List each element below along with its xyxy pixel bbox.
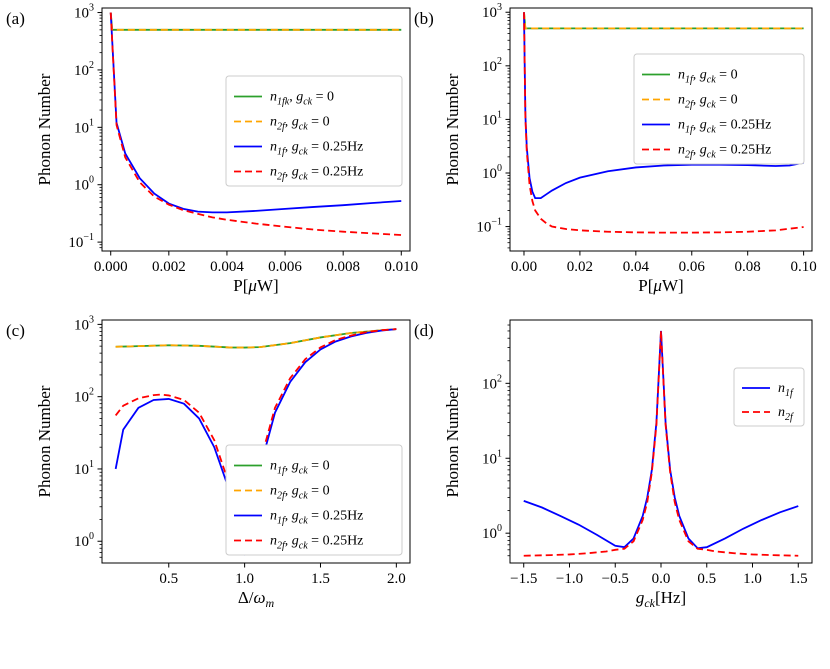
- x-tick-label: 0.006: [268, 259, 302, 275]
- legend-box: [225, 75, 403, 187]
- x-tick-label: 0.02: [567, 259, 593, 275]
- x-axis-label: P[μW]: [233, 276, 278, 295]
- chart-panel-1: 10−1 100 101 102 103 0.000 0.002 0.004 0.006 0.00…: [6, 3, 418, 295]
- legend-label: n2f, gck = 0.25Hz: [270, 534, 363, 552]
- legend-label: n1f, gck = 0.25Hz: [270, 140, 363, 158]
- legend-label: n2f, gck = 0: [678, 93, 738, 111]
- chart-panel-2: 10−1 100 101 102 103 0.00 0.02 0.04 0.06 0.08 0.10…: [414, 2, 817, 295]
- series-line-3: [109, 12, 402, 214]
- axes-frame: [101, 319, 411, 564]
- legend: n1f, gck = 0 n2f, gck = 0 n1f, gck = 0.25H…: [225, 444, 403, 556]
- y-tick-label: 102: [74, 387, 94, 406]
- axes-frame: [509, 319, 813, 564]
- x-tick-label: 1.5: [311, 571, 330, 587]
- legend-label: n1f, gck = 0: [678, 68, 738, 86]
- panel-label: (b): [414, 9, 434, 28]
- series-line-1: [109, 12, 402, 31]
- y-tick-label: 103: [74, 314, 94, 333]
- x-tick-label: 0.10: [790, 259, 816, 275]
- legend-label: n1f, gck = 0.25Hz: [678, 118, 771, 136]
- panel-label: (d): [414, 321, 434, 340]
- y-axis-label: Phonon Number: [443, 73, 462, 185]
- legend-label: n2f, gck = 0.25Hz: [678, 143, 771, 161]
- chart-panel-3: 100 101 102 103 0.5 1.0 1.5 2.0 Δ/ωm Phonon Numbe…: [6, 314, 411, 610]
- legend: n1f, gck = 0 n2f, gck = 0 n1f, gck = 0.25H…: [633, 53, 805, 165]
- legend-box: [633, 53, 805, 165]
- legend-box: [225, 444, 403, 556]
- x-tick-label: 0.5: [159, 571, 178, 587]
- x-tick-label: 0.08: [735, 259, 761, 275]
- x-tick-label: 0.004: [210, 259, 244, 275]
- x-tick-label: −1.5: [510, 571, 537, 587]
- x-tick-label: 2.0: [387, 571, 406, 587]
- x-tick-label: 1.0: [235, 571, 254, 587]
- panel-label: (a): [6, 9, 25, 28]
- series-line-4: [523, 12, 804, 234]
- x-tick-label: 0.00: [511, 259, 537, 275]
- series-line-1: [523, 330, 799, 550]
- series-line-2: [109, 12, 402, 31]
- x-tick-label: 0.002: [152, 259, 186, 275]
- y-tick-label: 101: [482, 448, 502, 467]
- y-tick-label: 100: [74, 175, 94, 194]
- legend-label: n1f, gck = 0: [270, 459, 330, 477]
- y-tick-label: 101: [74, 117, 94, 136]
- y-axis-label: Phonon Number: [35, 385, 54, 497]
- legend-label: n2f, gck = 0: [270, 484, 330, 502]
- y-axis-label: Phonon Number: [443, 385, 462, 497]
- legend-label: n2f: [778, 405, 794, 423]
- y-tick-label: 101: [482, 109, 502, 128]
- panel-label: (c): [6, 321, 25, 340]
- y-tick-label: 100: [482, 163, 502, 182]
- y-tick-label: 10−1: [68, 232, 94, 251]
- x-tick-label: 0.06: [679, 259, 706, 275]
- y-tick-label: 103: [74, 3, 94, 22]
- y-tick-label: 102: [74, 60, 94, 79]
- series-line-1: [115, 328, 397, 349]
- legend-label: n2f, gck = 0: [270, 115, 330, 133]
- x-tick-label: 1.0: [743, 571, 762, 587]
- y-tick-label: 100: [482, 523, 502, 542]
- series-line-2: [115, 328, 397, 349]
- x-axis-label: P[μW]: [638, 276, 683, 295]
- legend-label: n1f: [778, 381, 794, 399]
- legend-label: n2f, gck = 0.25Hz: [270, 165, 363, 183]
- x-tick-label: 1.5: [789, 571, 808, 587]
- series-line-2: [523, 12, 804, 30]
- y-tick-label: 101: [74, 459, 94, 478]
- x-tick-label: −1.0: [556, 571, 583, 587]
- y-axis-label: Phonon Number: [35, 73, 54, 185]
- y-tick-label: 103: [482, 2, 502, 21]
- y-tick-label: 100: [74, 531, 94, 550]
- x-tick-label: 0.5: [697, 571, 716, 587]
- chart-panel-4: 100 101 102 −1.5 −1.0 −0.5 0.0 0.5 1.0 1.5 gck[Hz]…: [414, 319, 813, 610]
- legend-label: n1fk, gck = 0: [270, 90, 334, 108]
- legend: n1fk, gck = 0 n2f, gck = 0 n1f, gck = 0.25…: [225, 75, 403, 187]
- x-tick-label: 0.008: [326, 259, 360, 275]
- x-tick-label: 0.000: [94, 259, 128, 275]
- x-tick-label: 0.0: [652, 571, 671, 587]
- series-line-1: [523, 12, 804, 30]
- y-tick-label: 102: [482, 56, 502, 75]
- series-line-4: [109, 12, 402, 236]
- x-tick-label: −0.5: [602, 571, 629, 587]
- x-tick-label: 0.010: [384, 259, 418, 275]
- series-line-2: [523, 330, 799, 557]
- axes-frame: [509, 7, 813, 252]
- y-tick-label: 102: [482, 373, 502, 392]
- x-tick-label: 0.04: [623, 259, 650, 275]
- y-tick-label: 10−1: [476, 217, 502, 236]
- axes-frame: [101, 7, 411, 252]
- x-axis-label: gck[Hz]: [636, 588, 686, 610]
- x-axis-label: Δ/ωm: [238, 588, 275, 610]
- legend-box: [733, 367, 805, 427]
- legend-label: n1f, gck = 0.25Hz: [270, 509, 363, 527]
